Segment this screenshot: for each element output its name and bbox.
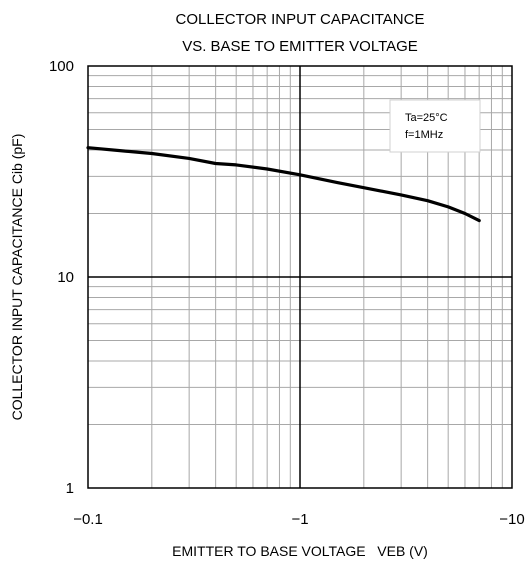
plot-frame <box>87 65 513 489</box>
legend-temperature: Ta=25°C <box>405 112 448 124</box>
x-tick-label: −10 <box>499 511 524 528</box>
legend-box <box>389 99 481 153</box>
y-axis-title: COLLECTOR INPUT CAPACITANCE Cib (pF) <box>9 134 25 421</box>
chart-title-line-2: VS. BASE TO EMITTER VOLTAGE <box>182 38 418 55</box>
major-grid <box>88 66 512 488</box>
y-tick-labels: 1 10 100 <box>49 58 74 497</box>
y-tick-label: 10 <box>57 269 74 286</box>
x-tick-label: −1 <box>291 511 308 528</box>
y-tick-label: 100 <box>49 58 74 75</box>
x-tick-label: −0.1 <box>73 511 103 528</box>
x-axis-title: EMITTER TO BASE VOLTAGE VEB (V) <box>172 543 428 559</box>
legend: Ta=25°C f=1MHz <box>389 99 481 153</box>
legend-frequency: f=1MHz <box>405 129 443 141</box>
y-tick-label: 1 <box>66 480 74 497</box>
series-line <box>86 146 481 223</box>
x-tick-labels: −0.1 −1 −10 <box>73 511 525 528</box>
chart-title-line-1: COLLECTOR INPUT CAPACITANCE <box>176 11 425 28</box>
series-layer <box>86 146 481 223</box>
